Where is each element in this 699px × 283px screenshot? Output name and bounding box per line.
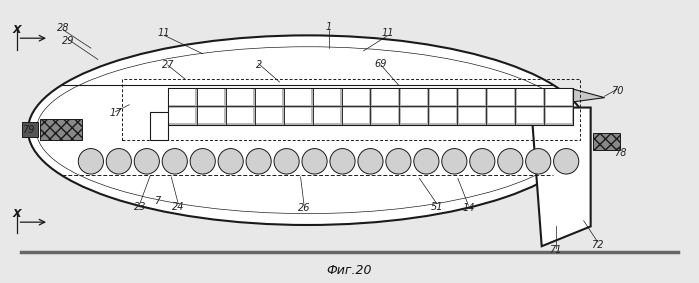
Bar	[517, 89, 543, 105]
Ellipse shape	[218, 149, 243, 174]
Ellipse shape	[470, 149, 495, 174]
Ellipse shape	[274, 149, 299, 174]
Bar	[430, 89, 456, 105]
Ellipse shape	[106, 149, 131, 174]
Bar	[22, 122, 38, 137]
Bar	[401, 89, 427, 105]
Bar	[546, 108, 572, 123]
Bar	[169, 108, 195, 123]
Text: 7: 7	[154, 196, 160, 206]
Bar	[401, 108, 427, 123]
Ellipse shape	[28, 35, 587, 225]
Bar	[285, 89, 311, 105]
Bar	[372, 108, 398, 123]
Bar	[488, 108, 514, 123]
Text: 23: 23	[134, 201, 146, 212]
Bar	[593, 133, 620, 150]
Polygon shape	[531, 108, 591, 246]
Text: 51: 51	[431, 201, 443, 212]
Bar	[372, 89, 398, 105]
Ellipse shape	[302, 149, 327, 174]
Ellipse shape	[330, 149, 355, 174]
Bar	[517, 108, 543, 123]
Text: Фиг.20: Фиг.20	[326, 264, 373, 277]
Ellipse shape	[78, 149, 103, 174]
Text: 28: 28	[57, 23, 69, 33]
Bar	[285, 108, 311, 123]
Bar	[314, 89, 340, 105]
Text: 24: 24	[172, 201, 185, 212]
Ellipse shape	[358, 149, 383, 174]
Text: 1: 1	[326, 22, 331, 32]
Bar	[150, 112, 168, 140]
Bar	[314, 108, 340, 123]
Bar	[198, 108, 224, 123]
Ellipse shape	[526, 149, 551, 174]
Text: 29: 29	[62, 36, 75, 46]
Text: X: X	[13, 25, 21, 35]
Bar	[122, 79, 580, 140]
Bar	[198, 89, 224, 105]
Bar	[169, 89, 195, 105]
Bar	[343, 89, 369, 105]
Bar	[168, 88, 573, 125]
Text: 72: 72	[591, 240, 604, 250]
Polygon shape	[336, 89, 605, 102]
Text: 17: 17	[109, 108, 122, 118]
Ellipse shape	[134, 149, 159, 174]
Text: 71: 71	[549, 245, 562, 256]
Text: 11: 11	[158, 27, 171, 38]
Text: 69: 69	[375, 59, 387, 69]
Text: X: X	[13, 209, 21, 219]
Text: 2: 2	[256, 60, 261, 70]
Text: 11: 11	[382, 27, 394, 38]
Bar	[256, 108, 282, 123]
Bar	[459, 89, 485, 105]
Ellipse shape	[442, 149, 467, 174]
Text: 78: 78	[614, 148, 627, 158]
Text: 26: 26	[298, 203, 310, 213]
Bar	[546, 89, 572, 105]
Text: 79: 79	[22, 125, 34, 135]
Bar	[430, 108, 456, 123]
Ellipse shape	[162, 149, 187, 174]
Ellipse shape	[246, 149, 271, 174]
Bar	[343, 108, 369, 123]
Bar	[227, 89, 253, 105]
Bar	[488, 89, 514, 105]
Bar	[40, 119, 82, 140]
Bar	[459, 108, 485, 123]
Text: 27: 27	[161, 60, 174, 70]
Ellipse shape	[554, 149, 579, 174]
Ellipse shape	[190, 149, 215, 174]
Text: 14: 14	[462, 203, 475, 213]
Ellipse shape	[386, 149, 411, 174]
Bar	[256, 89, 282, 105]
Text: 70: 70	[611, 85, 624, 96]
Bar	[227, 108, 253, 123]
Ellipse shape	[414, 149, 439, 174]
Ellipse shape	[498, 149, 523, 174]
